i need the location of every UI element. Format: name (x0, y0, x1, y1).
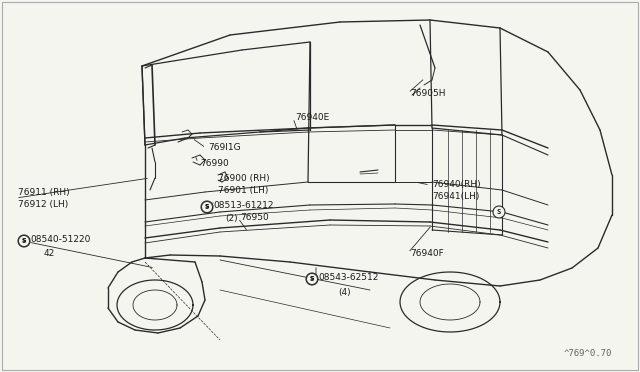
Text: 08543-62512: 08543-62512 (318, 273, 378, 282)
Circle shape (307, 273, 317, 285)
Text: 76940F: 76940F (410, 248, 444, 257)
Text: 76900 (RH): 76900 (RH) (218, 173, 269, 183)
Text: 769I1G: 769I1G (208, 144, 241, 153)
Circle shape (201, 201, 213, 213)
Text: ^769^0.70: ^769^0.70 (564, 349, 612, 358)
Text: 76950: 76950 (240, 214, 269, 222)
Text: 42: 42 (44, 248, 55, 257)
Text: 76940E: 76940E (295, 113, 329, 122)
Text: S: S (22, 238, 26, 244)
Text: 76905H: 76905H (410, 89, 445, 97)
Text: 08540-51220: 08540-51220 (30, 235, 90, 244)
Text: S: S (310, 276, 314, 282)
Text: 76901 (LH): 76901 (LH) (218, 186, 268, 195)
Circle shape (493, 206, 505, 218)
Text: 76990: 76990 (200, 158, 228, 167)
Text: S: S (22, 238, 26, 244)
Circle shape (18, 235, 30, 247)
Circle shape (202, 202, 212, 212)
Text: 76911 (RH): 76911 (RH) (18, 187, 70, 196)
Text: S: S (497, 209, 501, 215)
Text: 76941(LH): 76941(LH) (432, 192, 479, 202)
Text: (2): (2) (225, 215, 237, 224)
Text: 08513-61212: 08513-61212 (213, 202, 273, 211)
Text: S: S (310, 276, 314, 282)
Text: S: S (205, 205, 209, 209)
Text: 76940(RH): 76940(RH) (432, 180, 481, 189)
Circle shape (19, 235, 29, 247)
Text: (4): (4) (338, 288, 351, 296)
Circle shape (306, 273, 318, 285)
Text: 76912 (LH): 76912 (LH) (18, 199, 68, 208)
Text: S: S (205, 204, 209, 210)
